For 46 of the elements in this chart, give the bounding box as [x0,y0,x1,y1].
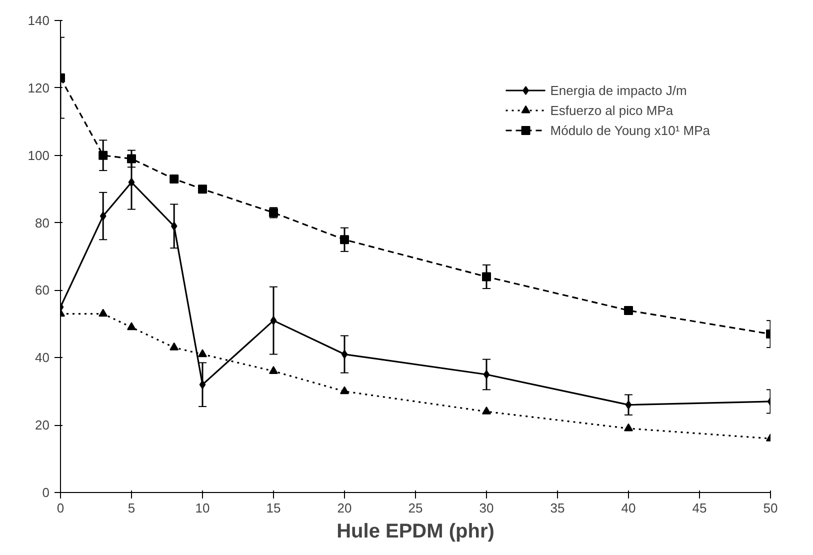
x-tick-label: 0 [56,500,64,516]
point [340,386,349,394]
x-tick-label: 20 [337,500,352,516]
x-tick-label: 10 [195,500,210,516]
point [624,306,633,315]
x-axis-title: Hule EPDM (phr) [336,520,494,542]
point [170,174,179,184]
y-tick-label: 60 [35,282,50,298]
point [270,316,277,326]
point [269,366,278,374]
point [625,400,632,410]
legend-label: Módulo de Young x10¹ MPa [550,122,710,138]
point [127,322,136,330]
x-tick-label: 15 [266,500,281,516]
point [98,150,108,160]
point [624,423,633,432]
point [100,212,106,221]
x-tick-label: 50 [763,500,778,516]
y-tick-label: 0 [42,485,50,500]
y-tick-label: 100 [28,148,50,163]
x-tick-label: 40 [621,500,636,516]
legend-label: Esfuerzo al pico MPa [550,102,674,118]
point [482,272,491,282]
point [198,184,207,194]
point [127,154,136,164]
legend-label: Energia de impacto J/m [550,82,687,98]
point [170,222,178,231]
y-tick-label: 80 [35,215,50,230]
x-tick-label: 30 [479,500,494,516]
y-tick-label: 120 [28,80,50,96]
y-tick-label: 20 [35,418,50,433]
point [341,350,348,359]
point [170,342,179,350]
point [198,349,207,358]
point [98,308,108,317]
x-tick-label: 35 [550,500,565,516]
point [199,380,206,390]
point [482,406,491,414]
x-tick-label: 25 [408,500,423,516]
point [483,370,490,379]
y-tick-label: 140 [28,13,50,28]
y-tick-label: 40 [35,350,50,366]
x-tick-label: 5 [128,500,136,516]
x-tick-label: 45 [692,500,707,516]
point [128,178,135,187]
point [340,235,349,244]
